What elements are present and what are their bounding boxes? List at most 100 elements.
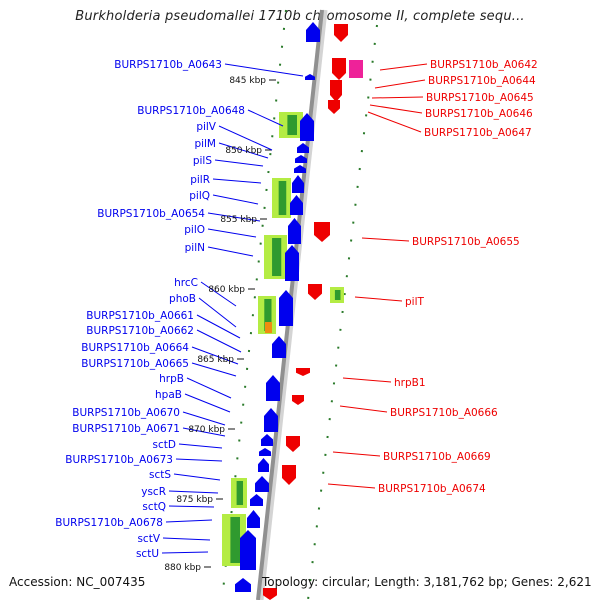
forward-gene-arrow[interactable] [279, 290, 293, 326]
reverse-gene-arrow[interactable] [334, 24, 348, 42]
gene-label-burps1710b-a0669[interactable]: BURPS1710b_A0669 [383, 451, 491, 463]
gene-label-piln[interactable]: pilN [185, 242, 205, 254]
gene-label-pilv[interactable]: pilV [196, 121, 216, 133]
reverse-gene-arrow[interactable] [328, 100, 340, 114]
gene-label-burps1710b-a0666[interactable]: BURPS1710b_A0666 [390, 407, 498, 419]
right-label-connector [354, 296, 403, 302]
left-label-connector [162, 537, 211, 541]
gene-label-sctd[interactable]: sctD [153, 439, 176, 451]
gene-label-scts[interactable]: sctS [149, 469, 171, 481]
forward-gene-arrow[interactable] [288, 218, 301, 244]
gene-label-burps1710b-a0645[interactable]: BURPS1710b_A0645 [426, 92, 534, 104]
gene-label-hrpb[interactable]: hrpB [159, 373, 184, 385]
forward-gene-arrow[interactable] [305, 74, 315, 80]
right-label-connector [327, 483, 376, 489]
left-label-connector [182, 427, 226, 437]
reverse-gene-arrow[interactable] [332, 58, 346, 80]
gene-label-burps1710b-a0678[interactable]: BURPS1710b_A0678 [55, 517, 163, 529]
forward-gene-arrow[interactable] [306, 22, 320, 42]
gene-label-hrcc[interactable]: hrcC [174, 277, 198, 289]
gene-label-burps1710b-a0654[interactable]: BURPS1710b_A0654 [97, 208, 205, 220]
left-label-connector [178, 443, 223, 449]
reverse-gene-arrow[interactable] [292, 395, 304, 405]
gene-label-burps1710b-a0648[interactable]: BURPS1710b_A0648 [137, 105, 245, 117]
topology-info: Topology: circular; Length: 3,181,762 bp… [262, 575, 592, 589]
gene-label-sctv[interactable]: sctV [137, 533, 160, 545]
forward-gene-arrow[interactable] [300, 113, 314, 141]
gene-label-hrpb1[interactable]: hrpB1 [394, 377, 426, 389]
gc-block [264, 235, 287, 279]
scale-tick-label: 860 kbp [208, 285, 245, 295]
gene-label-burps1710b-a0642[interactable]: BURPS1710b_A0642 [430, 59, 538, 71]
gene-label-burps1710b-a0646[interactable]: BURPS1710b_A0646 [425, 108, 533, 120]
forward-gene-arrow[interactable] [272, 336, 286, 358]
gene-label-pilo[interactable]: pilO [184, 224, 205, 236]
gene-label-pils[interactable]: pilS [193, 155, 212, 167]
gene-label-pilq[interactable]: pilQ [189, 190, 210, 202]
gene-label-burps1710b-a0643[interactable]: BURPS1710b_A0643 [114, 59, 222, 71]
forward-gene-arrow[interactable] [247, 510, 260, 528]
gene-label-sctu[interactable]: sctU [136, 548, 159, 560]
gc-skew-track [222, 112, 344, 566]
forward-gene-arrow[interactable] [264, 408, 278, 432]
forward-gene-arrow[interactable] [290, 195, 303, 215]
left-label-connector [191, 346, 239, 365]
gene-label-burps1710b-a0671[interactable]: BURPS1710b_A0671 [72, 423, 180, 435]
reverse-gene-arrow[interactable] [314, 222, 330, 242]
orange-feature [265, 322, 272, 333]
gene-label-burps1710b-a0664[interactable]: BURPS1710b_A0664 [81, 342, 189, 354]
left-label-connector [200, 281, 237, 307]
forward-gene-arrow[interactable] [292, 175, 304, 193]
gene-label-pilm[interactable]: pilM [194, 138, 216, 150]
gene-label-yscr[interactable]: yscR [141, 486, 166, 498]
left-label-connector [207, 228, 257, 238]
gene-label-burps1710b-a0655[interactable]: BURPS1710b_A0655 [412, 236, 520, 248]
left-label-connector [198, 297, 237, 328]
forward-gene-arrow[interactable] [261, 434, 273, 446]
gene-label-burps1710b-a0662[interactable]: BURPS1710b_A0662 [86, 325, 194, 337]
scale-tick-label: 850 kbp [225, 146, 262, 156]
gene-label-sctq[interactable]: sctQ [142, 501, 166, 513]
left-label-connector [175, 458, 223, 462]
gene-label-burps1710b-a0644[interactable]: BURPS1710b_A0644 [428, 75, 536, 87]
right-label-connector [379, 63, 428, 71]
gene-label-burps1710b-a0665[interactable]: BURPS1710b_A0665 [81, 358, 189, 370]
reverse-gene-arrow[interactable] [282, 465, 296, 485]
gene-label-burps1710b-a0647[interactable]: BURPS1710b_A0647 [424, 127, 532, 139]
forward-gene-arrow[interactable] [250, 494, 263, 506]
right-label-connector [332, 451, 381, 457]
left-label-connector [218, 142, 269, 159]
left-label-connector [161, 551, 209, 554]
gene-label-pilr[interactable]: pilR [190, 174, 210, 186]
gene-label-burps1710b-a0674[interactable]: BURPS1710b_A0674 [378, 483, 486, 495]
gene-label-burps1710b-a0673[interactable]: BURPS1710b_A0673 [65, 454, 173, 466]
forward-gene-arrow[interactable] [259, 448, 271, 456]
forward-gene-arrow[interactable] [294, 165, 306, 173]
gene-label-hpab[interactable]: hpaB [155, 389, 182, 401]
forward-gene-arrow[interactable] [258, 458, 269, 472]
left-label-connector [207, 212, 261, 222]
forward-gene-arrow[interactable] [235, 578, 251, 592]
pink-gene-feature[interactable] [349, 60, 363, 78]
right-label-connector [342, 377, 392, 383]
gene-track [235, 22, 363, 600]
gene-label-burps1710b-a0661[interactable]: BURPS1710b_A0661 [86, 310, 194, 322]
forward-gene-arrow[interactable] [297, 143, 309, 153]
gene-label-pilt[interactable]: pilT [405, 296, 424, 308]
reverse-gene-arrow[interactable] [330, 80, 342, 102]
forward-gene-arrow[interactable] [255, 476, 269, 492]
forward-gene-arrow[interactable] [285, 245, 299, 281]
label-connector-layer [161, 63, 428, 568]
scale-tick-label: 865 kbp [197, 355, 234, 365]
forward-gene-arrow[interactable] [240, 530, 256, 570]
reverse-gene-arrow[interactable] [263, 588, 277, 600]
reverse-gene-arrow[interactable] [296, 368, 310, 376]
forward-gene-arrow[interactable] [295, 155, 307, 163]
forward-gene-arrow[interactable] [266, 375, 280, 401]
left-label-connector [212, 194, 259, 205]
reverse-gene-arrow[interactable] [308, 284, 322, 300]
reverse-gene-arrow[interactable] [286, 436, 300, 452]
gene-label-burps1710b-a0670[interactable]: BURPS1710b_A0670 [72, 407, 180, 419]
gene-label-phob[interactable]: phoB [169, 293, 196, 305]
